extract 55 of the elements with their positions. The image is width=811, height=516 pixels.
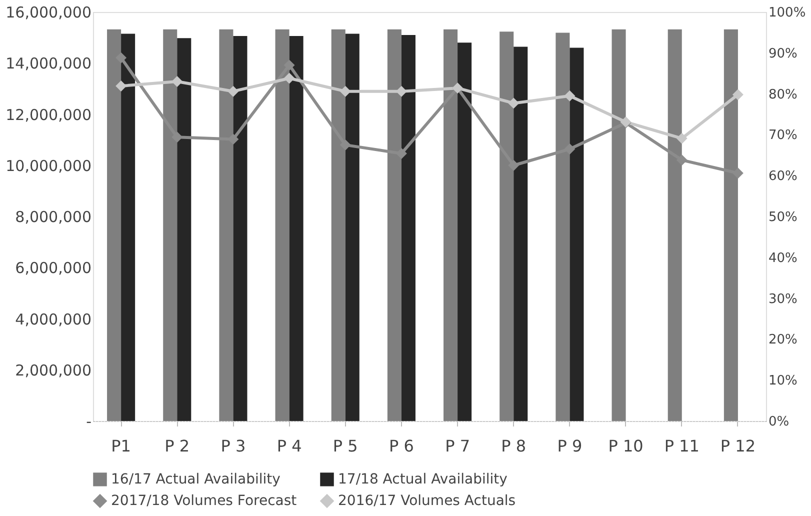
legend-label: 2017/18 Volumes Forecast: [111, 493, 298, 509]
point: [116, 80, 127, 92]
point: [732, 168, 744, 179]
point: [228, 86, 239, 97]
y-tick-label: 10,000,000: [6, 156, 92, 175]
x-tick-label: P 2: [164, 436, 190, 456]
y2-tick-label: 40%: [768, 250, 798, 266]
y-tick-label: 14,000,000: [6, 54, 92, 73]
y2-tick-label: 20%: [768, 332, 798, 348]
y-tick-label: 6,000,000: [15, 259, 92, 278]
legend-label: 17/18 Actual Availability: [338, 471, 508, 488]
point: [284, 72, 295, 84]
y2-tick-label: 70%: [768, 128, 798, 144]
point: [172, 76, 183, 88]
y2-tick-label: 80%: [768, 87, 798, 102]
point: [564, 144, 576, 154]
y2-tick-label: 10%: [768, 374, 798, 389]
x-tick-label: P 10: [608, 436, 644, 456]
y-tick-label: 16,000,000: [6, 4, 92, 22]
y-tick-label: 2,000,000: [15, 361, 92, 380]
x-tick-label: P 6: [388, 436, 414, 456]
y2-tick-label: 100%: [768, 6, 806, 20]
point: [396, 86, 407, 97]
y-tick-label: -: [86, 412, 92, 430]
x-tick-label: P 9: [557, 436, 582, 456]
x-tick-label: P 11: [664, 436, 700, 456]
x-tick-label: P 8: [501, 436, 526, 456]
x-tick-label: P 12: [720, 436, 756, 456]
y-tick-label: 4,000,000: [15, 310, 92, 328]
point: [340, 139, 351, 150]
y2-tick-label: 50%: [768, 210, 798, 225]
y2-tick-label: 60%: [768, 169, 798, 184]
legend-label: 16/17 Actual Availability: [111, 471, 280, 488]
point: [564, 90, 576, 102]
point: [340, 86, 351, 97]
y2-tick-label: 30%: [768, 292, 798, 307]
x-tick-label: P 3: [220, 436, 246, 456]
point: [676, 132, 688, 144]
point: [116, 52, 127, 64]
point: [732, 89, 744, 100]
y2-tick-label: 0%: [768, 414, 790, 430]
x-tick-label: P 5: [332, 436, 358, 456]
point: [508, 98, 520, 109]
point: [172, 132, 183, 143]
point: [284, 60, 295, 71]
x-tick-label: P1: [111, 436, 131, 456]
y-tick-label: 12,000,000: [6, 106, 92, 124]
y-tick-label: 8,000,000: [15, 208, 92, 226]
point: [676, 154, 688, 166]
point: [508, 160, 520, 171]
point: [396, 148, 407, 159]
legend-label: 2016/17 Volumes Actuals: [338, 493, 516, 509]
x-tick-label: P 4: [276, 436, 302, 456]
x-tick-label: P 7: [445, 436, 470, 456]
y2-tick-label: 90%: [768, 46, 798, 62]
